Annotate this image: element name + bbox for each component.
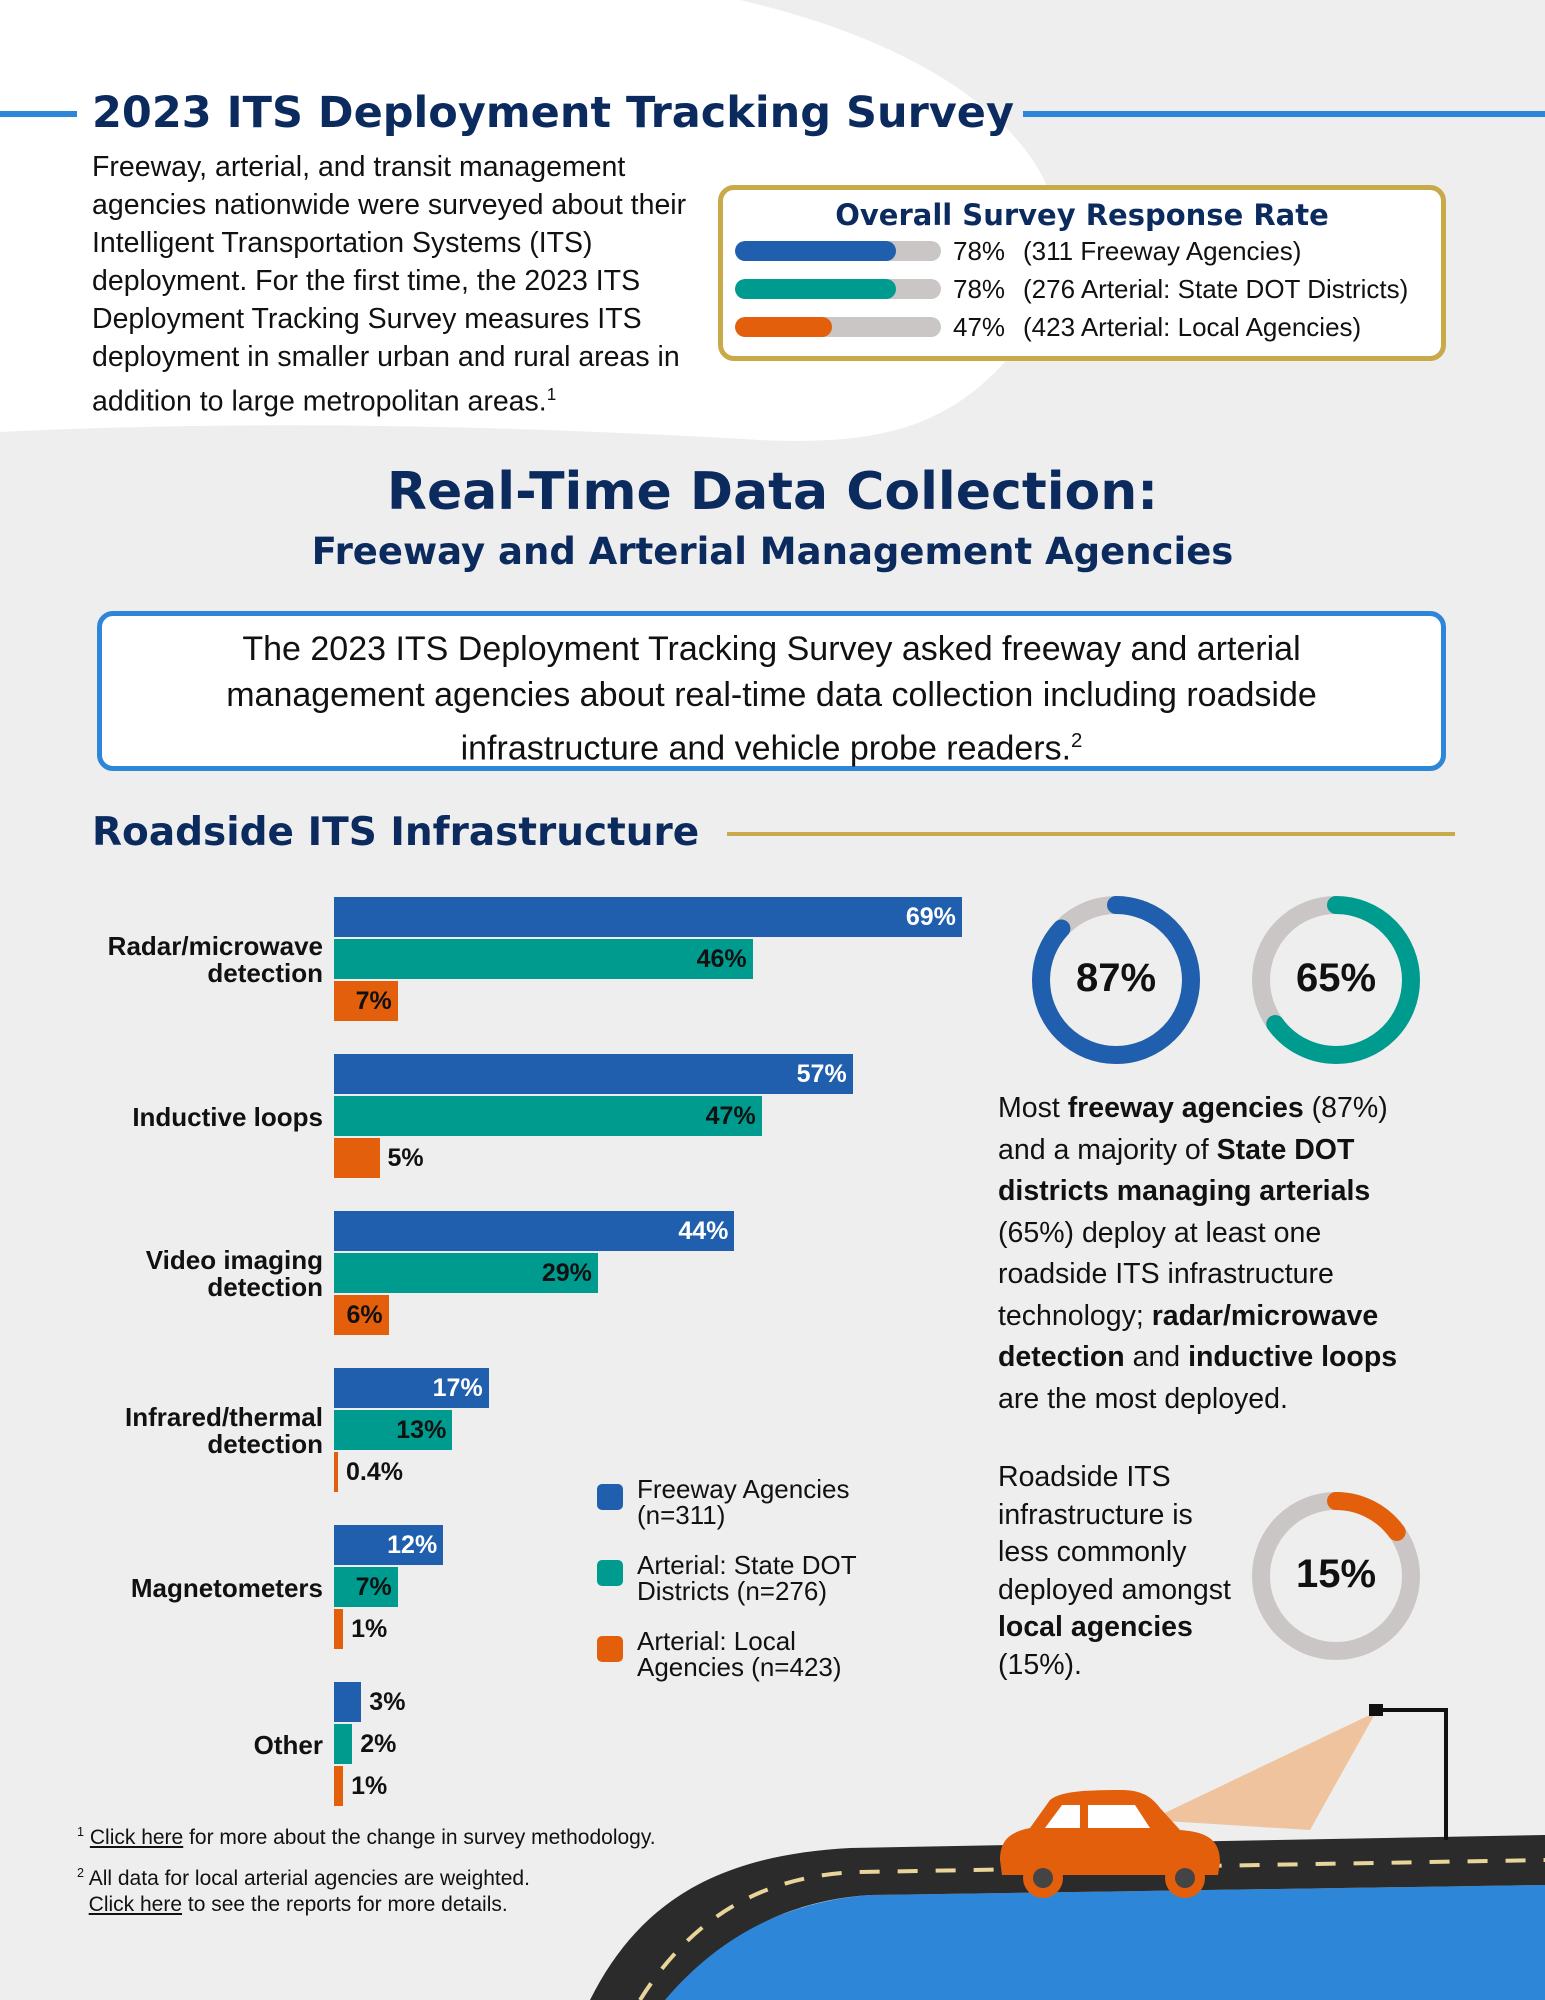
bar-value-label: 44% xyxy=(678,1217,729,1245)
legend-label: Arterial: State DOT Districts (n=276) xyxy=(637,1550,857,1606)
bar-1 xyxy=(334,939,753,979)
bar-value-label: 7% xyxy=(355,987,392,1015)
bar-value-label: 12% xyxy=(387,1531,438,1559)
bar-2 xyxy=(334,1138,380,1178)
description-box: The 2023 ITS Deployment Tracking Survey … xyxy=(97,611,1446,771)
footnote-2: 2 All data for local arterial agencies a… xyxy=(77,1866,530,1916)
bar-value-label: 29% xyxy=(541,1259,592,1287)
bar-2 xyxy=(334,1295,389,1335)
bar-0 xyxy=(334,1368,489,1408)
category-label: Video imaging detection xyxy=(145,1245,323,1302)
lamp-head xyxy=(1369,1704,1383,1716)
donut-arc xyxy=(1032,896,1200,1064)
response-rate-title: Overall Survey Response Rate xyxy=(835,198,1329,232)
bar-2 xyxy=(334,1452,338,1492)
bar-1 xyxy=(334,1567,398,1607)
bar-0 xyxy=(334,1525,444,1565)
bar-0 xyxy=(334,897,962,937)
bar-value-label: 46% xyxy=(696,945,747,973)
bar-1 xyxy=(334,1724,353,1764)
donut-label-state-dot: 65% xyxy=(1295,956,1377,1000)
bar-value-label: 69% xyxy=(905,903,956,931)
response-progress-bar xyxy=(735,317,941,337)
category-label: Magnetometers xyxy=(130,1572,323,1603)
bar-value-label: 17% xyxy=(432,1374,483,1402)
response-rate-box: Overall Survey Response Rate 78% (311 Fr… xyxy=(718,185,1446,361)
legend-item: Arterial: Local Agencies (n=423) xyxy=(597,1628,897,1680)
donut-arc xyxy=(1252,1492,1420,1660)
response-pct: 78% xyxy=(953,235,1006,266)
bar-1 xyxy=(334,1096,762,1136)
methodology-link[interactable]: Click here xyxy=(89,1826,184,1849)
reports-link[interactable]: Click here xyxy=(88,1893,183,1916)
light-cone xyxy=(1150,1712,1376,1830)
legend-item: Arterial: State DOT Districts (n=276) xyxy=(597,1552,897,1604)
response-row: 78% (311 Freeway Agencies) xyxy=(735,232,1441,270)
response-label: (423 Arterial: Local Agencies) xyxy=(1023,311,1362,342)
bar-value-label: 6% xyxy=(346,1301,383,1329)
section-rule xyxy=(727,832,1455,836)
lamp-post xyxy=(1376,1708,1448,1840)
car-icon xyxy=(1000,1790,1220,1898)
road-dashes xyxy=(638,1858,1545,2000)
bar-value-label: 5% xyxy=(387,1144,424,1172)
response-row: 47% (423 Arterial: Local Agencies) xyxy=(735,308,1441,346)
section-title: Real-Time Data Collection: xyxy=(386,462,1159,522)
category-label: Inductive loops xyxy=(132,1101,323,1132)
legend-swatch xyxy=(597,1636,623,1662)
response-label: (276 Arterial: State DOT Districts) xyxy=(1023,273,1409,304)
legend-swatch xyxy=(597,1484,623,1510)
bar-value-label: 1% xyxy=(351,1615,388,1643)
title-rule-right xyxy=(1023,111,1545,117)
bar-1 xyxy=(334,1253,598,1293)
bar-2 xyxy=(334,1609,344,1649)
water xyxy=(660,1885,1545,2000)
response-row: 78% (276 Arterial: State DOT Districts) xyxy=(735,270,1441,308)
bar-value-label: 13% xyxy=(396,1416,447,1444)
bar-value-label: 1% xyxy=(351,1772,388,1800)
legend-item: Freeway Agencies (n=311) xyxy=(597,1476,897,1528)
bar-0 xyxy=(334,1682,362,1722)
bar-value-label: 57% xyxy=(796,1060,847,1088)
local-summary-text: Roadside ITS infrastructure is less comm… xyxy=(998,1461,1231,1681)
donut-label-local: 15% xyxy=(1295,1552,1377,1596)
intro-text: Freeway, arterial, and transit managemen… xyxy=(92,151,687,418)
bar-2 xyxy=(334,1766,344,1806)
bar-1 xyxy=(334,1410,453,1450)
response-progress-bar xyxy=(735,279,941,299)
bar-value-label: 2% xyxy=(360,1730,397,1758)
response-progress-bar xyxy=(735,241,941,261)
category-label: Infrared/thermal detection xyxy=(125,1402,323,1459)
bar-0 xyxy=(334,1211,735,1251)
bar-value-label: 47% xyxy=(705,1102,756,1130)
chart-title: Roadside ITS Infrastructure xyxy=(92,810,700,855)
freeway-summary-text: Most freeway agencies (87%) and a majori… xyxy=(998,1092,1398,1415)
bar-2 xyxy=(334,981,398,1021)
bar-value-label: 7% xyxy=(355,1573,392,1601)
legend-swatch xyxy=(597,1560,623,1586)
response-pct: 78% xyxy=(953,273,1006,304)
bar-0 xyxy=(334,1054,853,1094)
legend-label: Arterial: Local Agencies (n=423) xyxy=(637,1626,842,1682)
category-label: Radar/microwave detection xyxy=(107,931,323,988)
page-title: 2023 ITS Deployment Tracking Survey xyxy=(92,88,1015,138)
donut-label-freeway: 87% xyxy=(1075,956,1157,1000)
legend-label: Freeway Agencies (n=311) xyxy=(637,1474,850,1530)
bar-value-label: 0.4% xyxy=(346,1458,403,1486)
donut-arc xyxy=(1252,896,1420,1064)
title-rule-left xyxy=(0,111,77,117)
response-label: (311 Freeway Agencies) xyxy=(1023,235,1302,266)
footnote-1: 1 Click here for more about the change i… xyxy=(77,1825,656,1849)
category-label: Other xyxy=(253,1729,323,1760)
section-subtitle: Freeway and Arterial Management Agencies xyxy=(311,530,1234,573)
response-pct: 47% xyxy=(953,311,1006,342)
bar-value-label: 3% xyxy=(369,1688,406,1716)
